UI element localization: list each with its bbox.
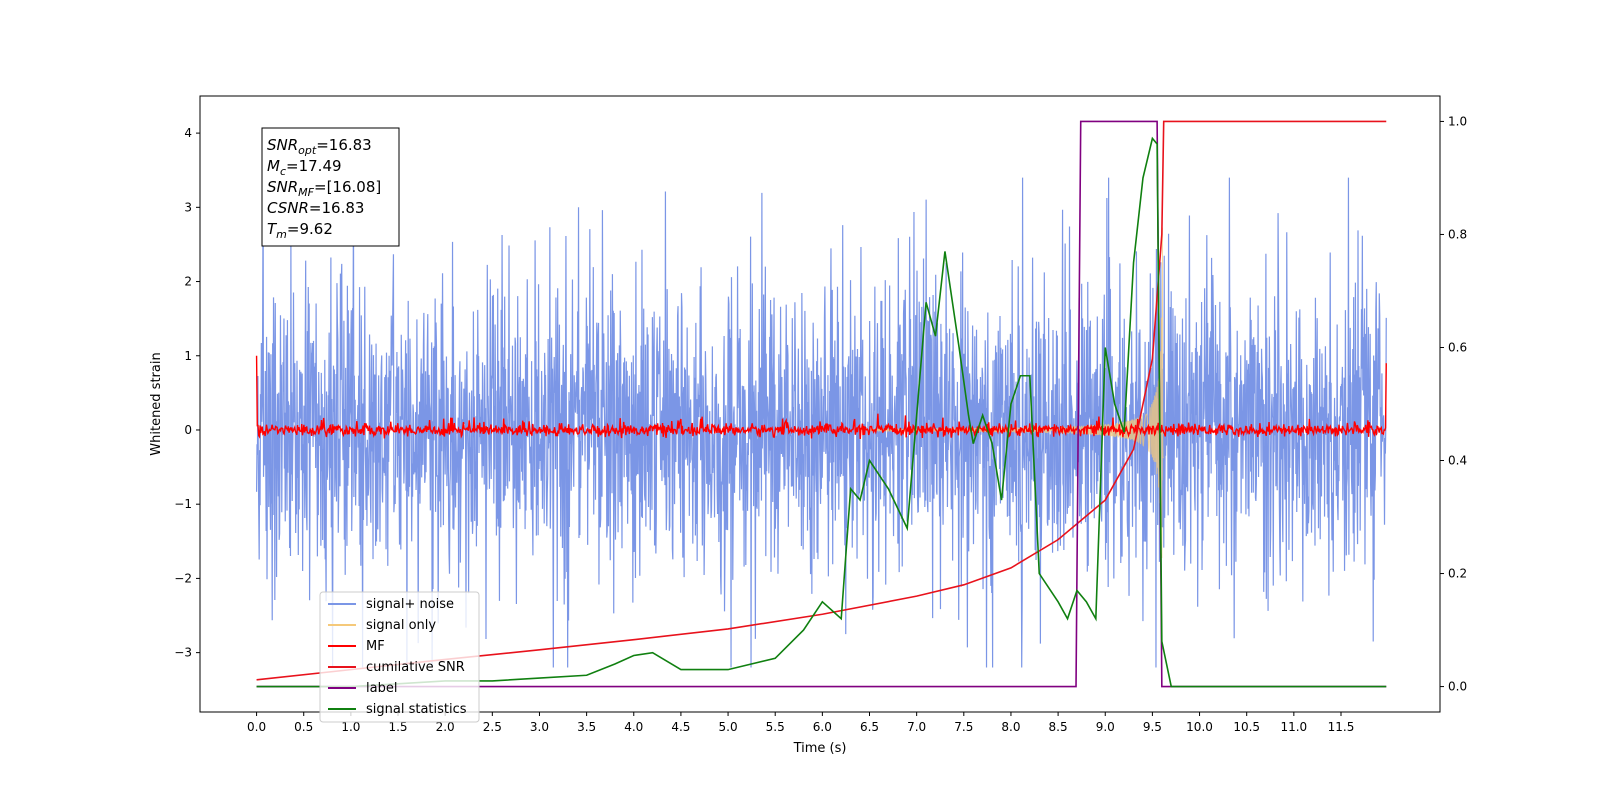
annotation-line: Mc=17.49 — [267, 157, 342, 178]
legend-label: label — [366, 681, 397, 696]
x-tick-label: 0.0 — [247, 720, 266, 734]
x-tick-label: 3.0 — [530, 720, 549, 734]
y-right-tick-label: 0.2 — [1448, 567, 1467, 581]
y-right-tick-label: 0.6 — [1448, 340, 1467, 354]
x-tick-label: 11.5 — [1328, 720, 1355, 734]
annotation-box: SNRopt=16.83Mc=17.49SNRMF=[16.08]CSNR=16… — [261, 127, 400, 247]
x-tick-label: 10.5 — [1233, 720, 1260, 734]
annotation-line: SNRMF=[16.08] — [267, 178, 381, 199]
x-tick-label: 7.5 — [954, 720, 973, 734]
x-tick-label: 4.0 — [624, 720, 643, 734]
annotation-line: SNRopt=16.83 — [267, 136, 372, 157]
x-tick-label: 1.5 — [388, 720, 407, 734]
legend-label: signal only — [366, 618, 436, 633]
x-tick-label: 0.5 — [294, 720, 313, 734]
legend-frame — [319, 591, 480, 723]
x-tick-label: 10.0 — [1186, 720, 1213, 734]
y-left-tick-label: 3 — [184, 200, 192, 214]
y-left-tick-label: 2 — [184, 275, 192, 289]
x-tick-label: 2.5 — [483, 720, 502, 734]
y-left-tick-label: 0 — [184, 423, 192, 437]
x-tick-label: 11.0 — [1280, 720, 1307, 734]
x-axis-label: Time (s) — [793, 741, 847, 756]
x-tick-label: 4.5 — [671, 720, 690, 734]
x-tick-label: 9.0 — [1096, 720, 1115, 734]
y-left-tick-label: −2 — [174, 571, 192, 585]
axes-frame — [199, 95, 1441, 713]
x-tick-label: 6.5 — [860, 720, 879, 734]
y-right-tick-label: 1.0 — [1448, 114, 1467, 128]
y-left-tick-label: 1 — [184, 349, 192, 363]
annotation-frame — [261, 127, 400, 247]
y-axis-left: −3 −2 −1 0 1 2 3 4 — [174, 126, 200, 660]
y-right-tick-label: 0.4 — [1448, 454, 1467, 468]
x-tick-label: 1.0 — [341, 720, 360, 734]
legend-label: signal statistics — [366, 702, 467, 717]
x-tick-label: 9.5 — [1143, 720, 1162, 734]
x-tick-label: 3.5 — [577, 720, 596, 734]
plot-area — [255, 120, 1387, 688]
x-tick-label: 8.5 — [1049, 720, 1068, 734]
y-left-tick-label: 4 — [184, 126, 192, 140]
signal-plus-noise-line — [255, 177, 1387, 668]
x-tick-label: 6.0 — [813, 720, 832, 734]
y-axis-right: 0.0 0.2 0.4 0.6 0.8 1.0 — [1440, 114, 1467, 694]
x-axis: 0.0 0.5 1.0 1.5 2.0 2.5 3.0 3.5 4.0 4.5 5.0 5.5 6.0 6… — [247, 712, 1354, 734]
annotation-line: Tm=9.62 — [267, 220, 333, 241]
x-tick-label: 2.0 — [436, 720, 455, 734]
signal-statistics-line — [256, 136, 1387, 688]
x-tick-label: 8.0 — [1001, 720, 1020, 734]
y-left-tick-label: −1 — [174, 497, 192, 511]
x-tick-label: 5.0 — [719, 720, 738, 734]
mf-line — [255, 355, 1387, 439]
x-tick-label: 5.5 — [766, 720, 785, 734]
y-axis-label: Whitened strain — [149, 352, 164, 455]
legend-label: cumilative SNR — [366, 660, 465, 675]
y-left-tick-label: −3 — [174, 646, 192, 660]
annotation-line: CSNR=16.83 — [267, 199, 364, 217]
legend-label: MF — [366, 639, 385, 654]
x-tick-label: 7.0 — [907, 720, 926, 734]
legend: signal+ noise signal only MF cumilative SNR… — [319, 591, 480, 723]
y-right-tick-label: 0.8 — [1448, 227, 1467, 241]
cumilative-snr-line — [256, 120, 1387, 681]
legend-label: signal+ noise — [366, 597, 454, 612]
y-right-tick-label: 0.0 — [1448, 680, 1467, 694]
